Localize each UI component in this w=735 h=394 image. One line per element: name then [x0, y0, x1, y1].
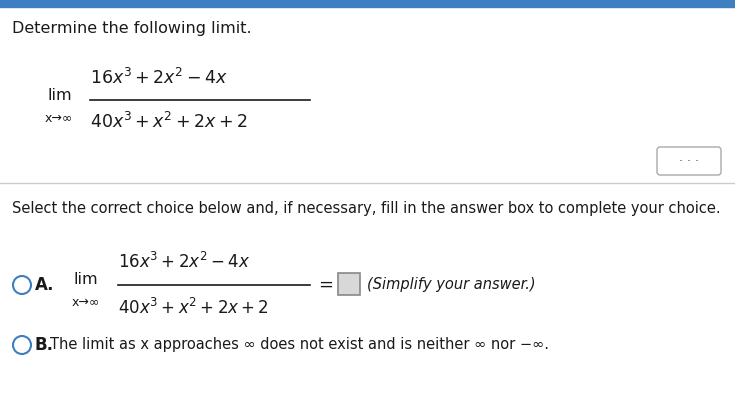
Text: The limit as x approaches ∞ does not exist and is neither ∞ nor −∞.: The limit as x approaches ∞ does not exi…: [50, 338, 549, 353]
Text: Select the correct choice below and, if necessary, fill in the answer box to com: Select the correct choice below and, if …: [12, 201, 720, 216]
Text: lim: lim: [74, 273, 98, 288]
Text: $40x^3 + x^2 + 2x + 2$: $40x^3 + x^2 + 2x + 2$: [118, 298, 269, 318]
Text: (Simplify your answer.): (Simplify your answer.): [367, 277, 536, 292]
Bar: [0, 0, 735, 7]
Text: A.: A.: [35, 276, 54, 294]
Text: $40x^3 + x^2 + 2x + 2$: $40x^3 + x^2 + 2x + 2$: [90, 112, 248, 132]
Text: $16x^3 + 2x^2 - 4x$: $16x^3 + 2x^2 - 4x$: [118, 252, 250, 272]
Text: Determine the following limit.: Determine the following limit.: [12, 20, 251, 35]
Bar: [338, 273, 360, 295]
Text: · · ·: · · ·: [679, 154, 699, 167]
Text: lim: lim: [48, 87, 73, 102]
Text: $16x^3 + 2x^2 - 4x$: $16x^3 + 2x^2 - 4x$: [90, 68, 228, 88]
Text: x→∞: x→∞: [45, 112, 74, 125]
Text: =: =: [318, 276, 333, 294]
FancyBboxPatch shape: [657, 147, 721, 175]
Text: x→∞: x→∞: [72, 297, 100, 310]
Text: B.: B.: [35, 336, 54, 354]
